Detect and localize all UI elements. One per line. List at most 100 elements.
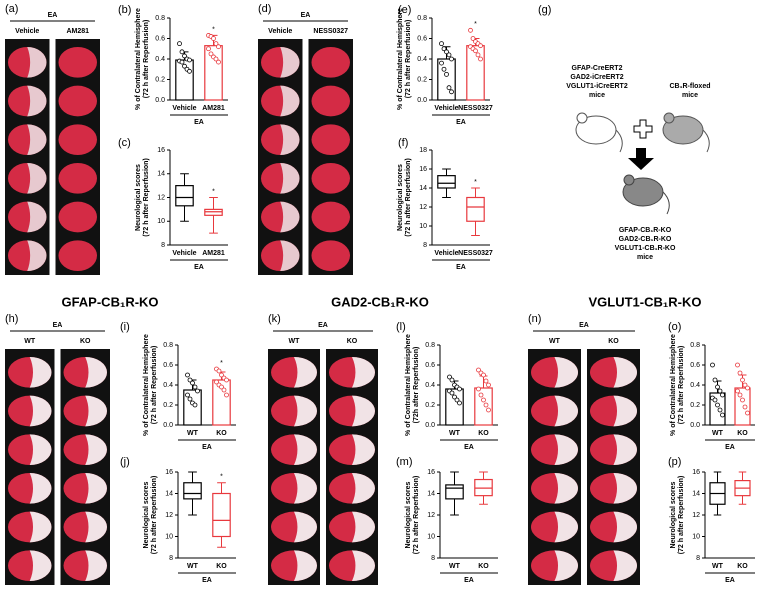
data-point — [182, 63, 187, 69]
data-point — [213, 56, 219, 62]
infarct — [294, 473, 317, 504]
whisker-high — [471, 187, 480, 198]
category-label: NESS0327 — [458, 250, 493, 257]
y-tick-label: 14 — [165, 490, 173, 497]
y-tick-label: 10 — [165, 533, 173, 540]
infarct — [554, 395, 578, 427]
data-point — [216, 368, 222, 374]
y-tick-label: 12 — [692, 512, 700, 519]
y-axis-label: (72h after Reperfusion) — [413, 347, 420, 424]
infarct — [613, 550, 638, 581]
data-point — [213, 41, 219, 47]
brain-slice — [311, 124, 350, 155]
y-tick-label: 0.8 — [163, 342, 173, 349]
y-axis-label: Neurological scores — [143, 481, 150, 548]
data-point — [216, 59, 221, 65]
brain-slice — [311, 201, 350, 233]
category-label: Vehicle — [434, 250, 458, 257]
y-tick-label: 0.2 — [163, 402, 173, 409]
data-point — [737, 370, 743, 376]
group-label: EA — [456, 119, 466, 126]
data-point — [742, 382, 748, 388]
whisker-low — [450, 498, 459, 516]
brain-slice — [58, 201, 97, 233]
y-tick-label: 0.8 — [690, 342, 700, 349]
strain-label: VGLUT1-iCreERT2 — [566, 83, 628, 90]
y-tick-label: 10 — [157, 218, 165, 225]
y-axis-label: % of Contralateral Hemisphere — [143, 334, 150, 436]
y-axis-label: Neurological scores — [397, 164, 404, 231]
data-point — [185, 372, 190, 378]
infarct — [27, 201, 47, 233]
data-point — [177, 41, 182, 47]
category-label: WT — [449, 430, 461, 437]
y-tick-label: 8 — [696, 555, 700, 562]
panel-label: (d) — [258, 3, 271, 15]
group-label: EA — [53, 322, 63, 329]
data-point — [457, 386, 462, 392]
group-label: EA — [202, 444, 212, 451]
y-tick-label: 16 — [427, 469, 435, 476]
category-label: KO — [216, 563, 227, 570]
y-tick-label: 0.2 — [690, 402, 700, 409]
y-tick-label: 14 — [692, 490, 700, 497]
y-tick-label: 0.4 — [155, 56, 165, 63]
infarct — [85, 357, 107, 388]
data-point — [717, 388, 723, 394]
y-tick-label: 14 — [419, 185, 427, 192]
data-point — [441, 66, 447, 72]
infarct — [352, 434, 375, 465]
box — [437, 175, 456, 189]
data-point — [715, 402, 720, 408]
y-axis-label: (72 h after Reperfusion) — [143, 158, 150, 237]
infarct — [352, 395, 375, 427]
y-tick-label: 0.4 — [425, 382, 435, 389]
y-axis-label: (72 h after Reperfusion) — [143, 20, 150, 99]
data-point — [470, 36, 476, 41]
data-point — [192, 402, 198, 408]
strain-label: CB₁R-floxed — [669, 83, 710, 90]
image-bg — [60, 349, 110, 585]
column-label: WT — [289, 338, 301, 345]
y-tick-label: 0.6 — [425, 362, 435, 369]
y-axis-label: Neurological scores — [670, 481, 677, 548]
y-axis-label: Neurological scores — [135, 164, 142, 231]
whisker-high — [188, 471, 197, 483]
infarct — [280, 124, 300, 155]
whisker-low — [180, 205, 189, 222]
brain-slice — [311, 163, 350, 194]
y-tick-label: 0.4 — [417, 56, 427, 63]
y-axis-label: % of Contralateral Hemisphere — [135, 8, 142, 110]
y-tick-label: 8 — [169, 555, 173, 562]
y-tick-label: 0.4 — [163, 382, 173, 389]
whisker-high — [738, 471, 747, 481]
group-label: EA — [725, 444, 735, 451]
data-point — [478, 56, 483, 62]
data-point — [476, 367, 481, 373]
y-tick-label: 16 — [692, 469, 700, 476]
data-point — [224, 392, 229, 398]
panel-label: (g) — [538, 4, 551, 16]
panel-label: (l) — [396, 321, 406, 333]
data-point — [441, 46, 447, 52]
whisker-high — [713, 471, 722, 483]
infarct — [27, 124, 47, 155]
strain-label: GAD2-iCreERT2 — [570, 74, 623, 81]
category-label: WT — [187, 563, 199, 570]
panel-label: (j) — [120, 456, 130, 468]
infarct — [85, 434, 107, 465]
data-point — [481, 372, 486, 378]
significance: * — [220, 360, 223, 367]
data-point — [481, 397, 486, 403]
data-point — [745, 410, 750, 416]
data-point — [483, 378, 489, 384]
category-label: AM281 — [202, 105, 225, 112]
box — [466, 196, 485, 222]
data-point — [742, 404, 748, 410]
category-label: KO — [216, 430, 227, 437]
data-point — [486, 407, 491, 413]
infarct — [294, 395, 317, 427]
y-axis-label: % of Contralateral Hemisphere — [670, 334, 677, 436]
data-point — [475, 52, 481, 58]
whisker-high — [217, 482, 226, 494]
